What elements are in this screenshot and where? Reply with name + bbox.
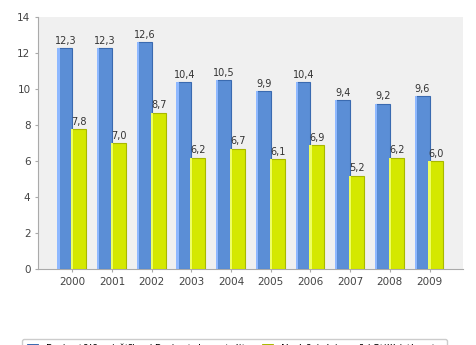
Bar (111, 143, 113, 269)
Text: 6,2: 6,2 (190, 145, 206, 155)
Bar (375, 104, 389, 269)
Text: 6,9: 6,9 (309, 133, 325, 143)
Text: 9,6: 9,6 (414, 84, 429, 94)
Bar (336, 100, 349, 269)
Text: 9,2: 9,2 (374, 91, 390, 101)
Bar (138, 42, 151, 269)
Bar (230, 149, 245, 269)
Bar (177, 82, 191, 269)
Legend: Perinatālā mirštība / Perinatal mortality, Nedzīvi dzimusī / Stillbirth rate: Perinatālā mirštība / Perinatal mortalit… (22, 339, 446, 345)
Bar (349, 176, 363, 269)
Text: 9,4: 9,4 (335, 88, 350, 98)
Bar (97, 48, 99, 269)
Bar (310, 145, 324, 269)
Bar (151, 112, 165, 269)
Text: 6,2: 6,2 (388, 145, 404, 155)
Bar (150, 112, 152, 269)
Bar (176, 82, 178, 269)
Bar (414, 96, 416, 269)
Text: 5,2: 5,2 (348, 164, 364, 174)
Text: 10,4: 10,4 (173, 70, 195, 80)
Text: 6,0: 6,0 (428, 149, 443, 159)
Bar (217, 80, 230, 269)
Bar (72, 129, 86, 269)
Bar (229, 149, 232, 269)
Bar (190, 158, 192, 269)
Text: 7,0: 7,0 (111, 131, 127, 141)
Bar (216, 80, 218, 269)
Bar (57, 48, 60, 269)
Bar (335, 100, 337, 269)
Bar (389, 158, 403, 269)
Bar (112, 143, 126, 269)
Bar (428, 161, 443, 269)
Bar (270, 159, 284, 269)
Bar (98, 48, 112, 269)
Bar (191, 158, 205, 269)
Bar (295, 82, 297, 269)
Bar (348, 176, 350, 269)
Bar (137, 42, 139, 269)
Text: 8,7: 8,7 (150, 100, 166, 110)
Bar (388, 158, 390, 269)
Text: 9,9: 9,9 (256, 79, 271, 89)
Bar (255, 91, 258, 269)
Bar (269, 159, 271, 269)
Text: 10,5: 10,5 (213, 68, 235, 78)
Bar (427, 161, 430, 269)
Text: 10,4: 10,4 (292, 70, 314, 80)
Text: 6,1: 6,1 (269, 147, 285, 157)
Text: 6,7: 6,7 (230, 136, 245, 146)
Bar (415, 96, 428, 269)
Text: 7,8: 7,8 (71, 117, 87, 127)
Bar (59, 48, 72, 269)
Bar (71, 129, 73, 269)
Bar (257, 91, 270, 269)
Text: 12,6: 12,6 (134, 30, 155, 40)
Bar (374, 104, 376, 269)
Bar (309, 145, 311, 269)
Bar (296, 82, 310, 269)
Text: 12,3: 12,3 (94, 36, 116, 46)
Text: 12,3: 12,3 (55, 36, 76, 46)
